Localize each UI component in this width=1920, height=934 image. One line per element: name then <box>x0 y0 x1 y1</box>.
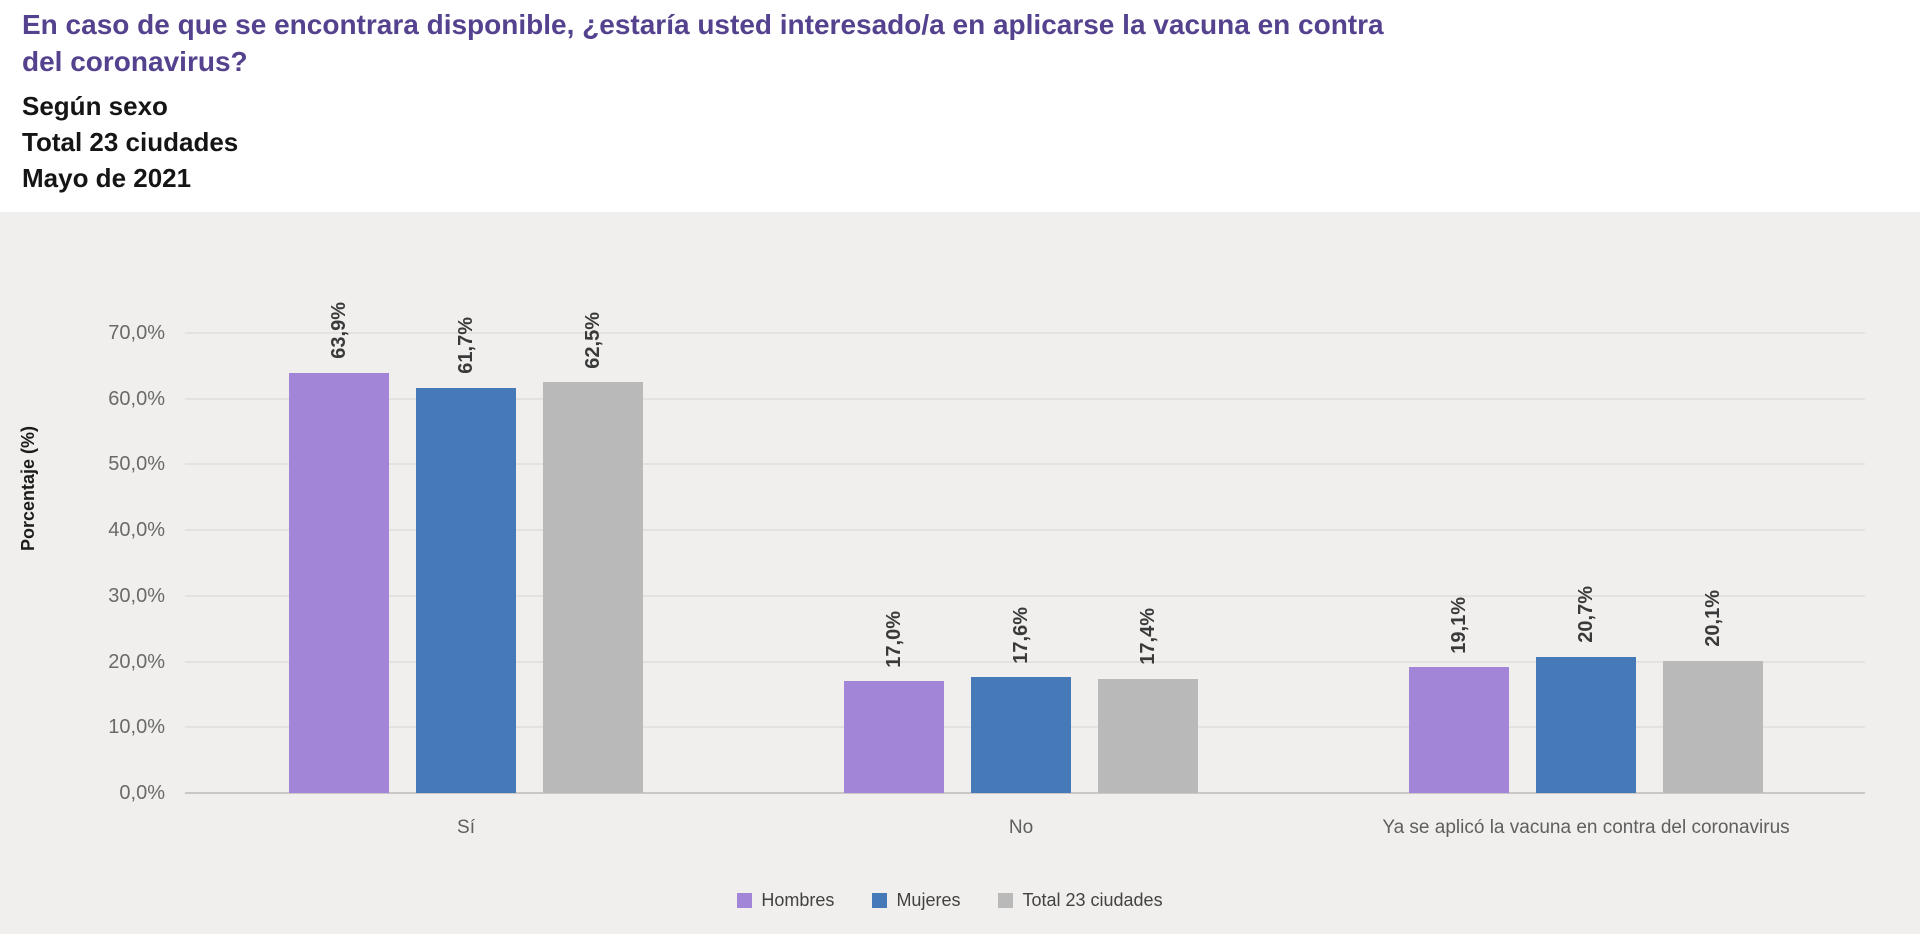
legend-item-hombres: Hombres <box>737 890 834 911</box>
gridline <box>185 332 1865 334</box>
legend-label-hombres: Hombres <box>761 890 835 910</box>
y-tick-label: 50,0% <box>108 453 165 476</box>
subtitle-segment: Según sexo <box>22 91 168 121</box>
bar-value-label: 17,4% <box>1137 607 1159 665</box>
x-category-label: Ya se aplicó la vacuna en contra del cor… <box>1382 817 1790 838</box>
y-tick-label: 0,0% <box>119 782 165 804</box>
legend: Hombres Mujeres Total 23 ciudades <box>0 890 1900 911</box>
legend-swatch-hombres <box>737 893 753 908</box>
chart-panel: 0,0% 10,0% 20,0% 30,0% 40,0% 50,0% 60,0% 70,0% 6… <box>0 212 1920 934</box>
gridline <box>185 529 1865 532</box>
bar-mujeres-2 <box>1536 656 1636 793</box>
subtitle-date: Mayo de 2021 <box>22 163 192 193</box>
bar-value-label: 20,7% <box>1575 586 1597 643</box>
bar-value-label: 17,0% <box>883 610 905 668</box>
bar-total-2 <box>1663 660 1763 793</box>
x-axis-line <box>185 792 1865 794</box>
bar-value-label: 62,5% <box>582 311 604 369</box>
chart-title: En caso de que se encontrara disponible,… <box>22 9 1384 77</box>
y-tick-label: 60,0% <box>108 387 165 410</box>
y-tick-label: 30,0% <box>108 584 165 607</box>
legend-label-total: Total 23 ciudades <box>1022 890 1163 910</box>
gridline <box>185 397 1865 400</box>
legend-swatch-mujeres <box>872 893 888 908</box>
y-tick-label: 20,0% <box>108 650 165 673</box>
legend-item-total: Total 23 ciudades <box>998 890 1163 911</box>
x-category-label: No <box>1008 817 1034 838</box>
bar-hombres-1 <box>844 681 944 793</box>
y-tick-label: 40,0% <box>108 519 165 542</box>
chart-header: En caso de que se encontrara disponible,… <box>22 6 1422 196</box>
gridline <box>185 463 1865 466</box>
y-axis-title: Porcentaje (%) <box>18 426 38 552</box>
bar-value-label: 20,1% <box>1702 590 1724 647</box>
legend-swatch-total <box>998 893 1014 908</box>
bar-value-label: 61,7% <box>455 316 477 374</box>
gridline <box>185 660 1865 663</box>
bar-total-1 <box>1098 678 1198 793</box>
legend-label-mujeres: Mujeres <box>896 890 961 910</box>
bar-total-0 <box>543 382 643 793</box>
bar-value-label: 63,9% <box>328 302 350 360</box>
chart-subtitle-block: Según sexo Total 23 ciudades Mayo de 202… <box>22 88 1422 196</box>
x-category-label: Sí <box>457 817 475 838</box>
legend-item-mujeres: Mujeres <box>872 890 960 911</box>
bar-mujeres-0 <box>416 387 516 793</box>
y-tick-label: 70,0% <box>108 322 165 344</box>
bar-value-label: 17,6% <box>1010 606 1032 664</box>
bar-value-label: 19,1% <box>1448 596 1470 654</box>
subtitle-scope: Total 23 ciudades <box>22 127 239 157</box>
gridline <box>185 594 1865 597</box>
y-tick-label: 10,0% <box>108 716 165 739</box>
bar-hombres-2 <box>1409 667 1509 793</box>
bar-mujeres-1 <box>971 677 1071 793</box>
bar-hombres-0 <box>289 373 389 793</box>
